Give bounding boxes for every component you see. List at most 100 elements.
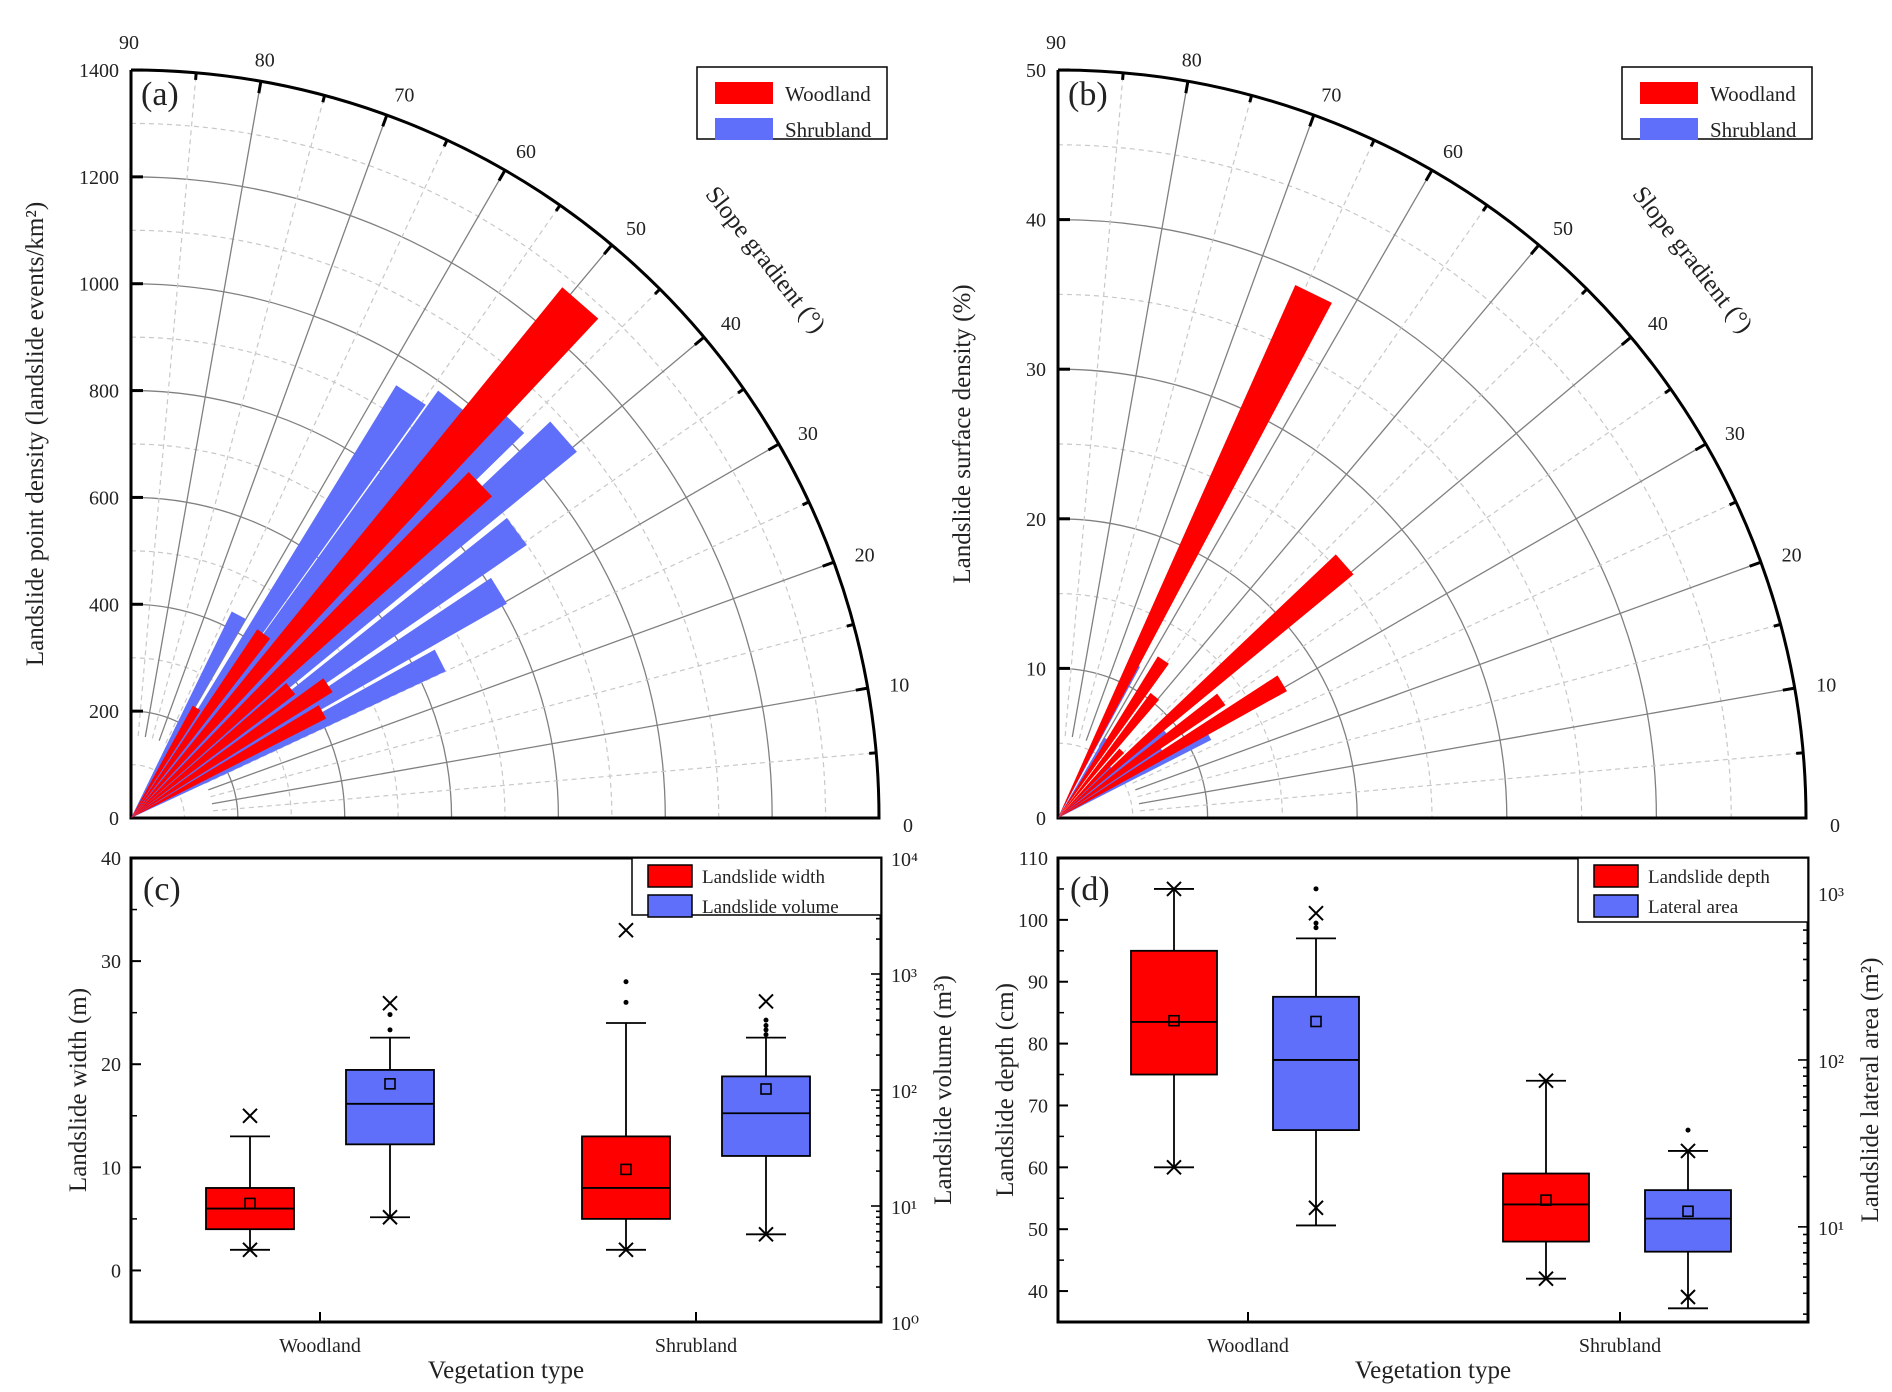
bar-woodland [131, 705, 201, 818]
outlier-point [763, 1032, 769, 1038]
legend: Landslide width Landslide volume [631, 857, 882, 918]
angle-tick-label: 10 [1816, 674, 1836, 696]
angle-tick-label: 30 [1725, 423, 1745, 445]
min-marker [242, 1242, 258, 1258]
angular-grid-spoke [211, 687, 868, 805]
max-marker [1538, 1073, 1554, 1089]
panel-d-box-chart: 40 50 60 70 80 90 100 110 10¹ 10² 10³ Woodland Shrub… [992, 848, 1884, 1384]
angular-tick [1694, 442, 1707, 452]
angular-grid-spoke [1138, 687, 1795, 805]
radial-tick-label: 30 [1026, 359, 1046, 381]
legend-label: Lateral area [1648, 897, 1739, 918]
radial-tick-label: 20 [1026, 509, 1046, 531]
right-y-tick-label: 10³ [891, 965, 917, 987]
outlier-point [1313, 925, 1319, 931]
angular-tick [602, 244, 613, 256]
angle-axis-title: Slope gradient (°) [1627, 181, 1758, 338]
angular-minor-spoke [165, 139, 448, 744]
radial-minor-grid [130, 657, 292, 819]
outlier-point [387, 1012, 393, 1018]
legend-label: Landslide volume [702, 897, 839, 918]
angular-tick [822, 560, 835, 568]
angle-tick-label: 80 [255, 50, 275, 72]
angular-tick [381, 114, 389, 127]
angle-tick-label: 40 [1648, 313, 1668, 335]
radial-tick-label: 0 [109, 808, 119, 830]
angular-grid-spoke [1110, 244, 1540, 756]
outlier-point [763, 1027, 769, 1033]
angular-minor-spoke [1115, 288, 1588, 761]
iqr-box [345, 1069, 435, 1146]
mean-marker [244, 1197, 256, 1210]
box-landslide-depth [1502, 1073, 1590, 1287]
radial-tick-label: 1200 [79, 167, 119, 189]
bar-woodland [1058, 692, 1160, 818]
angular-tick [855, 686, 868, 692]
bar-woodland [1058, 554, 1354, 818]
right-y-axis-title: Landslide volume (m³) [930, 975, 957, 1205]
right-y-axis-title: Landslide lateral area (m²) [1857, 958, 1884, 1223]
outlier-point [1685, 1127, 1691, 1133]
outlier-point [763, 1017, 769, 1023]
polar-frame [1056, 68, 1808, 820]
panel-label: (a) [141, 76, 179, 113]
y-tick-label: 30 [101, 951, 121, 973]
box-landslide-volume [345, 995, 435, 1225]
bar-shrubland [131, 390, 468, 818]
angle-tick-label: 90 [119, 32, 139, 54]
angular-minor-spoke [1137, 623, 1781, 798]
bar-woodland [131, 471, 493, 818]
radial-tick-label: 10 [1026, 658, 1046, 680]
iqr-box [581, 1135, 671, 1220]
mean-marker [620, 1163, 632, 1176]
right-y-tick-label: 10⁴ [891, 849, 918, 871]
angle-tick-label: 50 [1553, 218, 1573, 240]
angular-minor-spoke [137, 72, 197, 737]
box-landslide-width [205, 1108, 295, 1258]
y-tick-label: 50 [1028, 1219, 1048, 1241]
angular-minor-spoke [1078, 95, 1253, 739]
x-category-label: Woodland [1207, 1335, 1289, 1357]
radial-tick-label: 1400 [79, 60, 119, 82]
legend-label: Shrubland [1710, 118, 1797, 142]
panel-label: (d) [1070, 871, 1110, 908]
legend-swatch-woodland [1640, 82, 1698, 104]
angle-tick-label: 80 [1182, 50, 1202, 72]
legend-label: Woodland [785, 82, 871, 106]
legend: Landslide depth Lateral area [1577, 857, 1809, 923]
angular-grid-spoke [208, 561, 835, 791]
mean-marker [1168, 1014, 1180, 1027]
angular-minor-spoke [151, 95, 326, 739]
angular-tick [1424, 169, 1434, 182]
y-tick-label: 10 [101, 1157, 121, 1179]
bar-woodland [131, 705, 327, 818]
bar-woodland [131, 678, 333, 818]
panel-label: (c) [143, 871, 181, 908]
y-axis-title: Landslide point density (landslide event… [22, 202, 49, 666]
bar-woodland [131, 287, 599, 818]
right-y-tick-label: 10⁰ [891, 1313, 919, 1335]
panel-c-box-chart: 0 10 20 30 40 10⁰ 10¹ 10² 10³ 10⁴ Woodland Shrublan… [65, 848, 957, 1384]
legend-swatch-shrubland [715, 118, 773, 140]
y-tick-label: 0 [111, 1260, 121, 1282]
angular-tick [1620, 336, 1632, 347]
radial-minor-grid [130, 336, 613, 819]
angle-tick-label: 50 [626, 218, 646, 240]
panel-b-polar-chart: 0 10 20 30 40 50 0 10 20 30 40 50 60 70 80 90(b) Landsli… [949, 32, 1840, 837]
iqr-box [1644, 1189, 1732, 1253]
radial-minor-grid [130, 763, 186, 819]
angular-tick [1529, 244, 1540, 256]
panel-label: (b) [1068, 76, 1108, 113]
outlier-point [1313, 920, 1319, 926]
box-lateral-area [1644, 1127, 1732, 1310]
radial-tick-label: 1000 [79, 274, 119, 296]
legend-label: Landslide width [702, 867, 825, 888]
right-y-tick-label: 10¹ [1818, 1218, 1844, 1240]
bar-woodland [1058, 285, 1332, 818]
radial-minor-grid [1057, 593, 1283, 819]
bar-shrubland [131, 406, 525, 818]
y-tick-label: 60 [1028, 1157, 1048, 1179]
angular-minor-spoke [1139, 752, 1804, 812]
max-marker [758, 993, 774, 1010]
angle-tick-label: 20 [855, 545, 875, 567]
